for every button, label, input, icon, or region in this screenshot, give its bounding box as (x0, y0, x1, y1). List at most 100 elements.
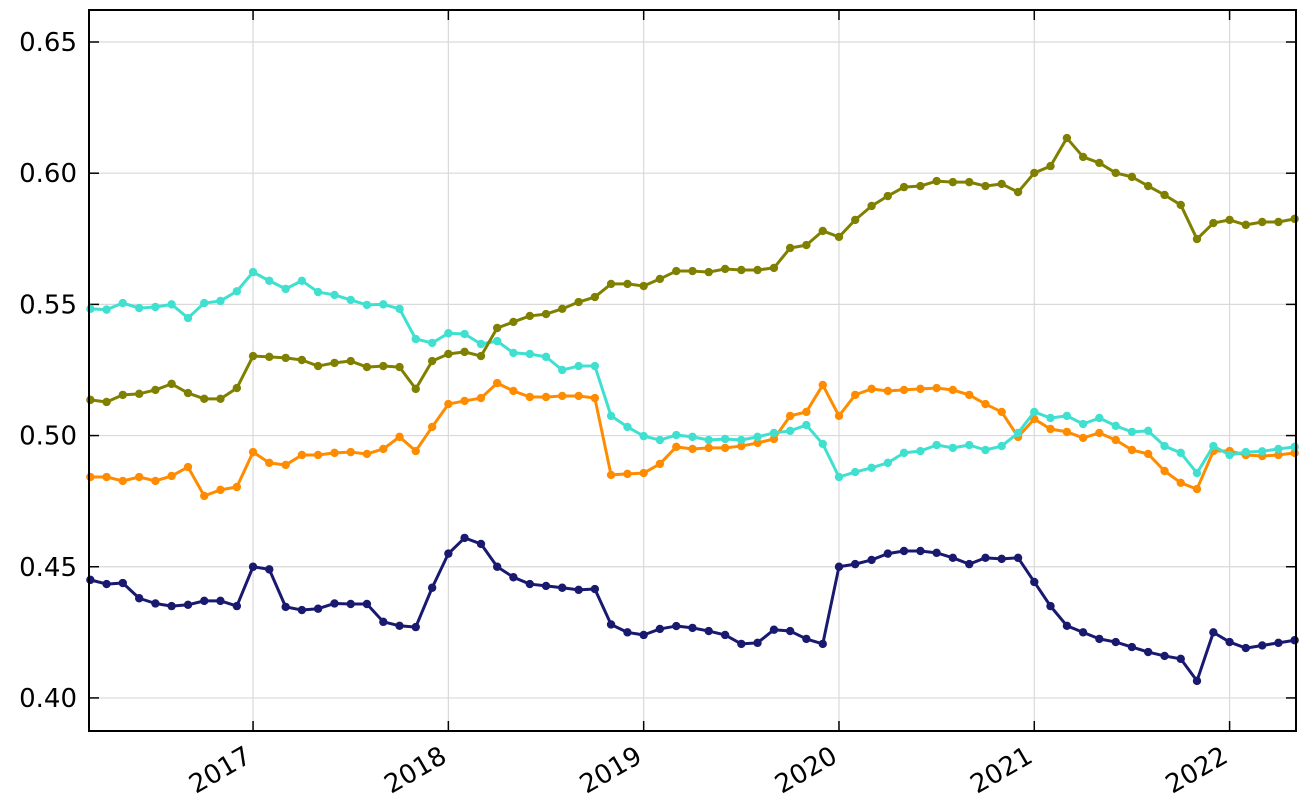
point (850, 559, 860, 569)
point (558, 304, 567, 314)
point (1030, 577, 1039, 587)
point (1030, 407, 1039, 417)
point (948, 177, 958, 187)
point (86, 575, 95, 585)
point (672, 266, 681, 276)
point (558, 583, 567, 592)
point (1258, 447, 1267, 456)
point (655, 624, 665, 634)
point (916, 181, 925, 191)
point (297, 355, 307, 365)
point (362, 300, 372, 310)
point (134, 389, 144, 399)
point (899, 385, 909, 395)
point (1062, 621, 1072, 630)
point (965, 559, 974, 569)
point (167, 379, 176, 389)
point (785, 411, 795, 421)
point (704, 626, 713, 636)
point (981, 445, 990, 455)
point (785, 626, 795, 636)
point (525, 349, 535, 359)
point (200, 491, 209, 501)
point (1258, 641, 1267, 650)
point (655, 435, 665, 445)
point (574, 391, 583, 401)
point (265, 565, 274, 574)
point (606, 470, 616, 480)
point (1192, 484, 1202, 494)
point (1209, 441, 1218, 451)
point (1143, 426, 1153, 436)
point (232, 482, 242, 492)
point (1209, 218, 1218, 228)
point (1013, 428, 1023, 438)
point (1176, 654, 1185, 664)
point (362, 599, 372, 609)
point (834, 411, 844, 421)
point (411, 446, 420, 456)
point (183, 388, 193, 398)
point (1192, 468, 1202, 478)
point (444, 399, 453, 409)
point (183, 600, 193, 609)
point (395, 621, 404, 630)
point (932, 440, 941, 450)
point (965, 390, 974, 400)
point (867, 384, 876, 394)
point (476, 393, 486, 403)
point (281, 353, 290, 363)
point (769, 428, 779, 438)
point (932, 548, 941, 558)
point (427, 422, 437, 432)
point (460, 533, 469, 543)
point (134, 303, 144, 313)
point (1111, 637, 1120, 647)
point (509, 573, 518, 582)
point (297, 276, 307, 285)
point (1258, 217, 1267, 227)
point (850, 467, 860, 477)
point (623, 279, 632, 289)
point (379, 617, 388, 627)
point (818, 380, 827, 390)
point (802, 240, 811, 250)
point (558, 391, 567, 401)
point (313, 604, 323, 613)
point (688, 432, 697, 442)
point (216, 596, 225, 606)
point (1290, 214, 1299, 224)
point (1127, 172, 1137, 182)
point (997, 554, 1006, 564)
point (541, 392, 551, 402)
point (346, 295, 355, 305)
point (802, 634, 811, 644)
point (753, 265, 762, 275)
point (1241, 643, 1251, 653)
point (444, 549, 453, 558)
point (313, 450, 323, 460)
point (1013, 553, 1023, 563)
point (834, 472, 844, 482)
point (86, 395, 95, 405)
point (281, 460, 290, 470)
point (1127, 642, 1137, 652)
point (151, 599, 160, 608)
point (737, 435, 746, 445)
point (753, 438, 762, 448)
point (476, 539, 486, 549)
point (541, 352, 551, 362)
point (395, 362, 404, 372)
point (525, 392, 535, 402)
y-tick-label: 0.65 (19, 28, 77, 58)
point (167, 601, 176, 611)
point (1111, 435, 1120, 445)
point (1095, 634, 1104, 644)
point (297, 450, 307, 460)
point (981, 399, 990, 409)
point (785, 243, 795, 253)
point (655, 274, 665, 284)
point (997, 441, 1006, 451)
point (1143, 449, 1153, 459)
point (1111, 168, 1120, 178)
